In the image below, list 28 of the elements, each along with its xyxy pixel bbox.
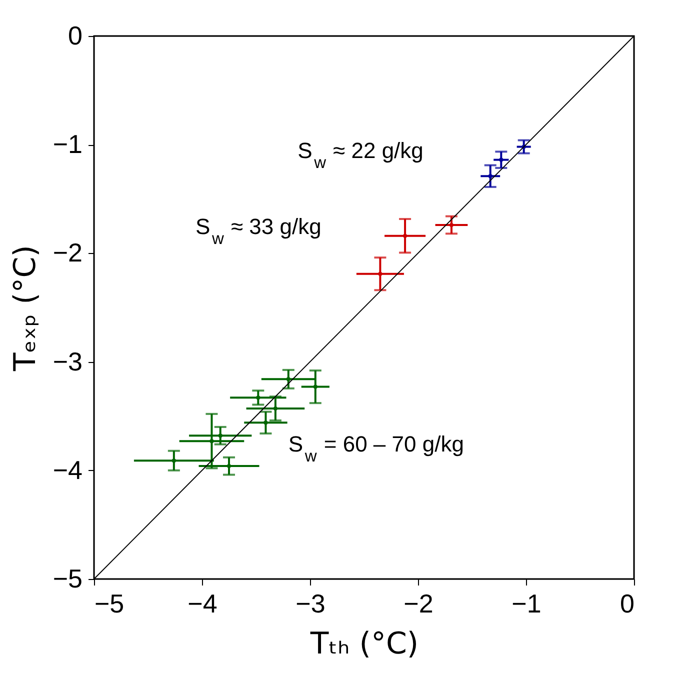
x-axis-title: Tₜₕ (°C) [309, 626, 419, 662]
y-tick-label: −1 [52, 129, 82, 160]
point [499, 158, 504, 162]
y-tick-label: −3 [52, 346, 82, 376]
point [172, 458, 176, 463]
x-tick-label: −4 [188, 588, 218, 618]
point [313, 384, 318, 389]
x-tick-label: −1 [512, 588, 542, 618]
point [378, 272, 382, 276]
point [210, 438, 214, 444]
point [264, 420, 268, 425]
x-tick-label: −2 [404, 588, 434, 618]
point [488, 174, 492, 178]
point [402, 234, 408, 238]
x-tick-label: −3 [296, 588, 326, 618]
y-tick-label: −4 [52, 454, 82, 485]
x-tick-label: −5 [94, 588, 124, 618]
y-tick-label: −5 [52, 564, 82, 594]
point [273, 406, 278, 411]
y-tick-label: 0 [68, 20, 82, 50]
point [256, 396, 260, 400]
point [449, 222, 454, 228]
y-tick-label: −2 [52, 238, 82, 268]
x-tick-label: 0 [620, 588, 634, 618]
point [218, 434, 222, 438]
point [286, 377, 291, 382]
y-axis-title: Tₑₓₚ (°C) [8, 245, 43, 372]
point [226, 464, 232, 468]
